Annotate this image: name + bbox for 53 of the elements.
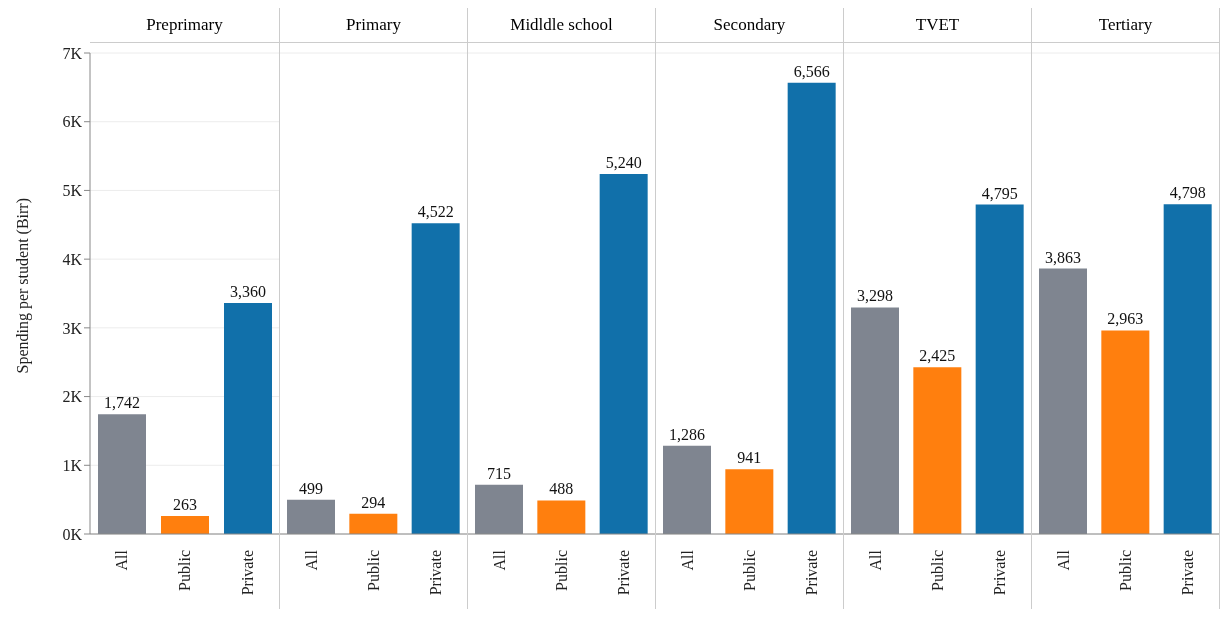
x-tick-label: Public: [929, 550, 946, 591]
y-tick-label: 1K: [62, 456, 83, 474]
chart-title: Secondary: [656, 8, 843, 43]
x-tick-label: All: [866, 549, 884, 571]
x-tick-label: Private: [991, 550, 1009, 596]
chart-title: Midldle school: [468, 8, 655, 43]
x-tick-label: Public: [741, 550, 758, 591]
x-tick-label: Private: [615, 550, 633, 596]
data-label: 1,286: [669, 425, 705, 443]
y-tick-label: 4K: [62, 250, 83, 268]
x-tick-label: Public: [176, 550, 193, 591]
data-label: 3,298: [857, 287, 893, 305]
x-tick-label: Private: [239, 550, 256, 596]
data-label: 715: [487, 464, 511, 482]
data-label: 941: [737, 449, 762, 467]
data-label: 1,742: [104, 394, 140, 412]
y-tick-label: 6K: [62, 113, 83, 131]
chart-title: Primary: [280, 8, 467, 43]
data-label: 3,360: [230, 283, 266, 301]
x-tick-label: All: [113, 549, 130, 571]
chart-title: Tertiary: [1032, 8, 1219, 43]
y-tick-label: 7K: [62, 44, 83, 62]
data-label: 4,795: [981, 184, 1018, 202]
bar: [224, 303, 272, 534]
x-tick-label: Public: [365, 550, 382, 591]
y-tick-label: 3K: [62, 319, 83, 337]
y-tick-label: 5K: [62, 182, 83, 200]
x-tick-label: Private: [803, 550, 821, 596]
x-tick-label: Public: [1117, 550, 1134, 591]
chart-title: Preprimary: [90, 8, 279, 43]
x-tick-label: Public: [553, 550, 570, 591]
chart-title: TVET: [844, 8, 1031, 43]
x-tick-label: Private: [427, 550, 445, 596]
x-tick-label: All: [1054, 549, 1072, 571]
data-label: 4,522: [417, 203, 454, 221]
data-label: 499: [299, 479, 323, 497]
data-label: 2,963: [1107, 310, 1144, 328]
x-tick-label: Private: [1179, 550, 1197, 596]
y-axis-title: Spending per student (Birr): [13, 197, 32, 374]
x-tick-label: All: [302, 549, 320, 571]
bar: [161, 515, 209, 534]
data-label: 294: [361, 493, 386, 511]
data-label: 5,240: [605, 153, 642, 171]
x-tick-label: All: [490, 549, 508, 571]
data-label: 488: [549, 480, 574, 498]
data-label: 2,425: [919, 347, 956, 365]
data-label: 4,798: [1169, 184, 1206, 202]
data-label: 3,863: [1045, 248, 1081, 266]
x-tick-label: All: [678, 549, 696, 571]
y-tick-label: 0K: [62, 525, 83, 543]
data-label: 6,566: [793, 62, 830, 80]
y-tick-label: 2K: [62, 388, 83, 406]
data-label: 263: [173, 495, 197, 513]
